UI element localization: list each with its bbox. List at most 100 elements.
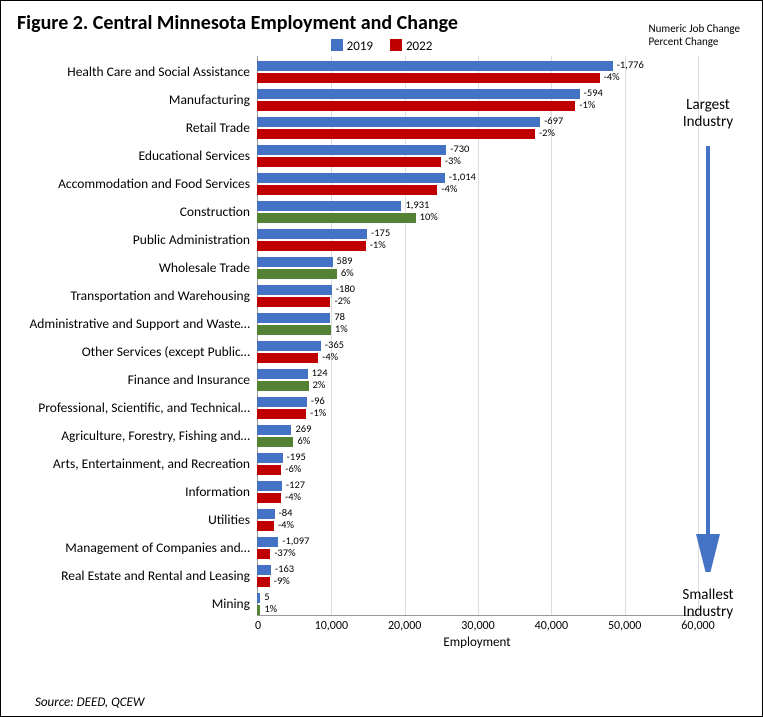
category-label: Mining bbox=[15, 597, 256, 611]
bar-group: 781% bbox=[257, 310, 697, 338]
x-tick-label: 50,000 bbox=[608, 619, 641, 633]
percent-change-label: -4% bbox=[437, 184, 457, 195]
figure-container: Figure 2. Central Minnesota Employment a… bbox=[0, 0, 763, 717]
note-line-2: Percent Change bbox=[649, 36, 740, 49]
numeric-change-label: -697 bbox=[540, 116, 563, 127]
arrow-icon bbox=[695, 142, 721, 572]
table-row: Arts, Entertainment, and Recreation-195-… bbox=[15, 450, 748, 478]
category-label: Educational Services bbox=[15, 149, 256, 163]
table-row: Construction1,93110% bbox=[15, 198, 748, 226]
bar-2019: -96 bbox=[257, 397, 307, 407]
x-tick-label: 20,000 bbox=[388, 619, 421, 633]
percent-change-label: 1% bbox=[331, 324, 348, 335]
bar-2019: -84 bbox=[257, 509, 275, 519]
bar-2019: -127 bbox=[257, 481, 282, 491]
bar-2022: -37% bbox=[257, 549, 270, 559]
numeric-change-label: 589 bbox=[333, 256, 353, 267]
numeric-change-label: -180 bbox=[332, 284, 355, 295]
percent-change-label: -2% bbox=[330, 296, 350, 307]
percent-change-label: -9% bbox=[270, 576, 290, 587]
bar-group: -96-1% bbox=[257, 394, 697, 422]
category-label: Real Estate and Rental and Leasing bbox=[15, 569, 256, 583]
bar-group: 2696% bbox=[257, 422, 697, 450]
table-row: Transportation and Warehousing-180-2% bbox=[15, 282, 748, 310]
table-row: Public Administration-175-1% bbox=[15, 226, 748, 254]
bar-group: -175-1% bbox=[257, 226, 697, 254]
x-tick-label: 40,000 bbox=[535, 619, 568, 633]
table-row: Manufacturing-594-1% bbox=[15, 86, 748, 114]
bar-2022: 6% bbox=[257, 269, 337, 279]
numeric-change-label: 269 bbox=[291, 424, 311, 435]
percent-change-label: -6% bbox=[281, 464, 301, 475]
percent-change-label: -1% bbox=[366, 240, 386, 251]
bar-2022: -4% bbox=[257, 73, 600, 83]
table-row: Mining51% bbox=[15, 590, 748, 618]
bar-2022: -4% bbox=[257, 493, 281, 503]
bar-2019: -1,776 bbox=[257, 61, 613, 71]
chart-title: Figure 2. Central Minnesota Employment a… bbox=[17, 11, 748, 35]
legend: 2019 2022 bbox=[15, 39, 748, 54]
side-label-top: Largest Industry bbox=[674, 97, 742, 132]
bar-group: -365-4% bbox=[257, 338, 697, 366]
numeric-change-label: -175 bbox=[367, 228, 390, 239]
category-label: Utilities bbox=[15, 513, 256, 527]
side-label-bottom: Smallest Industry bbox=[674, 587, 742, 622]
numeric-change-label: 1,931 bbox=[401, 200, 429, 211]
bar-2022: -3% bbox=[257, 157, 441, 167]
numeric-change-label: -1,097 bbox=[278, 536, 309, 547]
table-row: Wholesale Trade5896% bbox=[15, 254, 748, 282]
bar-group: -1,014-4% bbox=[257, 170, 697, 198]
table-row: Professional, Scientific, and Technical…… bbox=[15, 394, 748, 422]
numeric-change-label: -84 bbox=[275, 508, 293, 519]
bar-group: 5896% bbox=[257, 254, 697, 282]
percent-change-label: -3% bbox=[441, 156, 461, 167]
category-label: Retail Trade bbox=[15, 121, 256, 135]
category-label: Other Services (except Public… bbox=[15, 345, 256, 359]
bar-2022: -2% bbox=[257, 129, 535, 139]
table-row: Management of Companies and…-1,097-37% bbox=[15, 534, 748, 562]
table-row: Finance and Insurance1242% bbox=[15, 366, 748, 394]
category-label: Wholesale Trade bbox=[15, 261, 256, 275]
category-label: Accommodation and Food Services bbox=[15, 177, 256, 191]
percent-change-label: -37% bbox=[270, 548, 295, 559]
numeric-change-label: -1,014 bbox=[445, 172, 476, 183]
bar-2019: 589 bbox=[257, 257, 333, 267]
bar-2022: -1% bbox=[257, 409, 306, 419]
table-row: Administrative and Support and Waste…781… bbox=[15, 310, 748, 338]
bar-2022: 2% bbox=[257, 381, 309, 391]
table-row: Health Care and Social Assistance-1,776-… bbox=[15, 58, 748, 86]
legend-swatch-2022 bbox=[390, 39, 402, 51]
category-label: Administrative and Support and Waste… bbox=[15, 317, 256, 331]
legend-swatch-2019 bbox=[331, 39, 343, 51]
bar-2022: -2% bbox=[257, 297, 330, 307]
legend-label-2022: 2022 bbox=[406, 39, 432, 54]
bar-group: -127-4% bbox=[257, 478, 697, 506]
bar-2022: -4% bbox=[257, 521, 274, 531]
bar-group: -1,097-37% bbox=[257, 534, 697, 562]
category-label: Arts, Entertainment, and Recreation bbox=[15, 457, 256, 471]
percent-change-label: 6% bbox=[293, 436, 310, 447]
bar-group: -84-4% bbox=[257, 506, 697, 534]
bar-2022: -4% bbox=[257, 353, 318, 363]
percent-change-label: -4% bbox=[318, 352, 338, 363]
bar-2019: -594 bbox=[257, 89, 580, 99]
bar-2022: 6% bbox=[257, 437, 293, 447]
bar-2019: 1,931 bbox=[257, 201, 401, 211]
bar-group: -163-9% bbox=[257, 562, 697, 590]
note-line-1: Numeric Job Change bbox=[649, 23, 740, 36]
numeric-change-label: 124 bbox=[308, 368, 328, 379]
x-tick-label: 0 bbox=[255, 619, 261, 633]
percent-change-label: -2% bbox=[535, 128, 555, 139]
bar-2022: -1% bbox=[257, 101, 575, 111]
x-axis-label: Employment bbox=[257, 635, 697, 650]
percent-change-label: -4% bbox=[281, 492, 301, 503]
bar-group: 1,93110% bbox=[257, 198, 697, 226]
category-label: Public Administration bbox=[15, 233, 256, 247]
percent-change-label: 6% bbox=[337, 268, 354, 279]
category-label: Management of Companies and… bbox=[15, 541, 256, 555]
table-row: Educational Services-730-3% bbox=[15, 142, 748, 170]
bar-group: 51% bbox=[257, 590, 697, 618]
numeric-change-label: 5 bbox=[260, 592, 269, 603]
x-tick-label: 60,000 bbox=[681, 619, 714, 633]
numeric-change-label: -163 bbox=[271, 564, 294, 575]
